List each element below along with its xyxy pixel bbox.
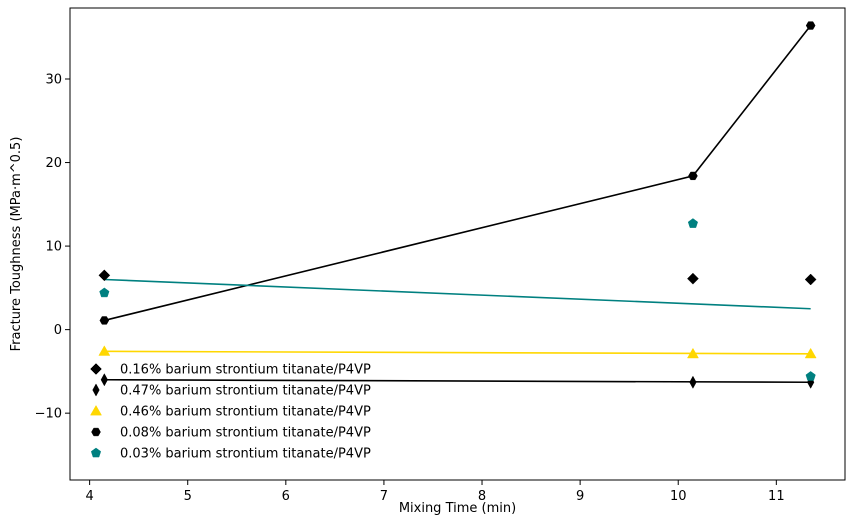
y-tick-label: −10 [35, 407, 62, 422]
legend-marker-0 [90, 363, 102, 375]
x-tick-label: 5 [184, 489, 192, 504]
fit-lines [104, 25, 812, 384]
data-point-2 [98, 345, 111, 356]
x-tick-label: 8 [478, 489, 486, 504]
x-tick-label: 10 [670, 489, 687, 504]
y-tick-label: 20 [45, 156, 62, 171]
fit-line-4 [104, 278, 811, 310]
fit-line-3 [104, 25, 812, 322]
data-point-4 [805, 371, 816, 381]
data-point-4 [99, 287, 110, 298]
plot-frame [69, 7, 846, 481]
data-point-2 [804, 347, 817, 359]
legend-marker-1 [92, 383, 100, 397]
legend-label-1: 0.47% barium strontium titanate/P4VP [120, 384, 371, 399]
legend-label-0: 0.16% barium strontium titanate/P4VP [120, 363, 371, 378]
y-axis-label: Fracture Toughness (MPa·m^0.5) [9, 137, 24, 352]
legend-marker-4 [90, 447, 102, 458]
data-point-0 [98, 269, 111, 282]
data-point-3 [805, 21, 816, 30]
data-point-3 [99, 316, 110, 325]
legend: 0.16% barium strontium titanate/P4VP 0.47… [90, 363, 371, 462]
x-tick-label: 6 [282, 489, 290, 504]
legend-marker-3 [91, 427, 101, 437]
x-axis-ticks: 4 5 6 7 8 9 10 11 [85, 480, 785, 504]
data-point-0 [687, 272, 699, 285]
legend-label-2: 0.46% barium strontium titanate/P4VP [120, 405, 371, 420]
fit-line-1 [104, 378, 811, 384]
data-point-1 [100, 373, 108, 387]
x-tick-label: 9 [576, 489, 584, 504]
legend-label-4: 0.03% barium strontium titanate/P4VP [120, 447, 371, 462]
x-tick-label: 4 [85, 489, 93, 504]
x-axis-label: Mixing Time (min) [399, 501, 516, 516]
y-axis-ticks: −10 0 10 20 30 [35, 73, 70, 422]
y-tick-label: 0 [54, 323, 62, 338]
fit-line-2 [104, 350, 811, 355]
data-point-2 [687, 347, 699, 359]
legend-marker-2 [90, 404, 102, 416]
y-tick-label: 10 [45, 240, 62, 255]
y-tick-label: 30 [45, 73, 62, 88]
data-points [98, 21, 817, 389]
data-point-1 [689, 375, 697, 389]
data-point-4 [687, 218, 698, 228]
legend-label-3: 0.08% barium strontium titanate/P4VP [120, 426, 371, 441]
x-tick-label: 11 [768, 489, 785, 504]
data-point-3 [688, 171, 698, 181]
data-point-0 [804, 273, 817, 286]
x-tick-label: 7 [380, 489, 388, 504]
